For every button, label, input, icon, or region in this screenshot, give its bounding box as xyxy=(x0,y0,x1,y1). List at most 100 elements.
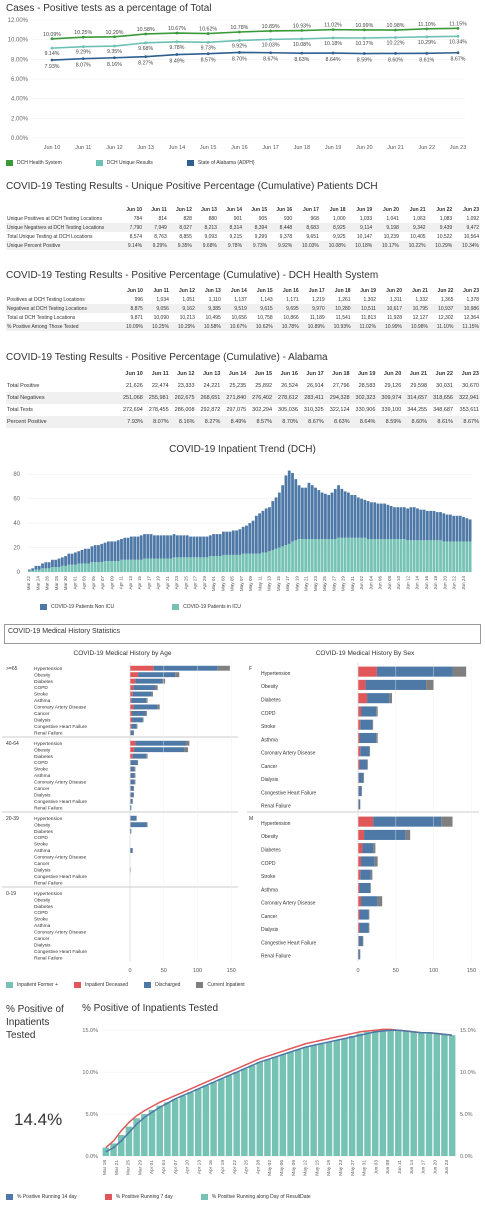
cases-x-tick: Jun 17 xyxy=(262,145,279,151)
table-header-cell: Jun 17 xyxy=(306,371,324,377)
sex-history-chart: F Hypertension Obesity Diabetes COPD Stroke As… xyxy=(247,662,479,974)
positivity-x-tick: Jun 08 xyxy=(385,1160,391,1175)
inpatient-bar-non-icu xyxy=(327,495,331,539)
med-category-label: Obesity xyxy=(34,897,51,903)
cases-x-tick: Jun 11 xyxy=(75,145,91,151)
positivity-bar xyxy=(179,1095,187,1156)
med-bar-segment xyxy=(130,822,147,828)
cases-title: Cases - Positive tests as a percentage o… xyxy=(6,3,212,14)
med-bar-segment xyxy=(359,922,369,933)
table-cell: 10.22% xyxy=(399,241,427,250)
inpatient-bar-non-icu xyxy=(429,510,433,541)
inpatient-x-tick: Apr 03 xyxy=(82,576,87,590)
med-category-label: Coronary Artery Disease xyxy=(261,901,316,907)
table-header-cell: Jun 19 xyxy=(356,206,373,213)
inpatient-bar-non-icu xyxy=(350,495,354,538)
inpatient-x-tick: Mar 28 xyxy=(54,576,59,591)
cases-data-label: 10.62% xyxy=(199,27,217,33)
inpatient-bar-icu xyxy=(435,540,439,572)
med-x-tick: 0 xyxy=(356,968,359,974)
table-cell: 1,332 xyxy=(415,296,428,303)
inpatient-title: COVID-19 Inpatient Trend (DCH) xyxy=(169,444,316,455)
med-bar-segment xyxy=(358,816,374,827)
med-bar-segment xyxy=(367,693,390,704)
med-category-label: Congestive Heart Failure xyxy=(261,790,317,796)
med-category-label: COPD xyxy=(261,711,276,717)
inpatient-bar-non-icu xyxy=(347,492,350,538)
table-cell: 905 xyxy=(258,215,268,222)
inpatient-x-tick: May 05 xyxy=(230,576,235,592)
inpatient-bar-non-icu xyxy=(80,550,84,564)
med-bar-segment xyxy=(361,706,377,717)
inpatient-bar-icu xyxy=(281,546,285,572)
inpatient-bar-icu xyxy=(304,539,308,572)
med-x-tick: 50 xyxy=(161,968,167,974)
inpatient-bar-icu xyxy=(468,541,472,572)
table-cell: 9,695 xyxy=(273,304,300,313)
cases-data-label: 11.02% xyxy=(324,23,342,29)
inpatient-bar-non-icu xyxy=(416,508,419,541)
med-bar-segment xyxy=(133,785,135,791)
table-header-cell: Jun 20 xyxy=(383,371,402,377)
med-bar-segment xyxy=(376,666,453,677)
table-cell: 7.93% xyxy=(118,416,144,428)
inpatient-y-tick: 20 xyxy=(13,546,20,552)
cases-data-label: 7.93% xyxy=(44,64,59,70)
inpatient-x-tick: Apr 09 xyxy=(109,576,114,590)
med-bar-segment xyxy=(146,822,148,828)
table-cell: 8,027 xyxy=(167,223,193,232)
inpatient-bar-icu xyxy=(412,540,416,572)
med-category-label: Asthma xyxy=(34,848,51,854)
cases-data-label: 10.99% xyxy=(355,23,373,29)
inpatient-bar-non-icu xyxy=(129,536,133,560)
positivity-y-tick-right: 10.0% xyxy=(460,1070,476,1076)
inpatient-bar-non-icu xyxy=(393,507,396,539)
table-cell: 11.02% xyxy=(351,322,378,331)
medical-legend-label: Discharged xyxy=(155,982,181,988)
table-cell: 9.78% xyxy=(217,241,244,250)
positivity-bar xyxy=(287,1052,294,1156)
table-cell: 348,687 xyxy=(433,407,453,413)
inpatient-bar-icu xyxy=(458,541,462,572)
med-group-label: >=65 xyxy=(6,666,18,672)
inpatient-x-tick: May 17 xyxy=(285,576,290,592)
table-row-label: Total at DCH Testing Locations xyxy=(7,314,76,321)
positivity-y-tick: 0.0% xyxy=(85,1154,98,1160)
table-cell: 11,813 xyxy=(361,314,377,321)
med-category-label: Renal Failure xyxy=(34,730,63,736)
inpatient-bar-icu xyxy=(199,557,202,572)
inpatient-bar-icu xyxy=(176,557,179,572)
inpatient-bar-non-icu xyxy=(291,473,294,542)
inpatient-bar-non-icu xyxy=(103,542,107,561)
positivity-legend-item: % Positive Running along Day of ResultDa… xyxy=(200,1194,311,1200)
inpatient-bar-non-icu xyxy=(205,536,209,558)
cases-data-label: 10.29% xyxy=(418,40,436,46)
cases-point xyxy=(269,37,273,41)
positivity-y-tick: 10.0% xyxy=(82,1070,98,1076)
table-cell: 278,455 xyxy=(148,407,169,413)
inpatient-bar-icu xyxy=(97,562,100,572)
positivity-x-tick: Jun 17 xyxy=(421,1160,427,1175)
positivity-y-tick-right: 5.0% xyxy=(460,1112,473,1118)
cases-x-tick: Jun 21 xyxy=(387,145,404,151)
table-cell: 283,411 xyxy=(298,392,325,404)
inpatient-bar-icu xyxy=(399,539,403,572)
cases-data-label: 10.67% xyxy=(168,26,186,32)
table-cell: 1,143 xyxy=(260,296,273,303)
med-category-label: COPD xyxy=(34,760,48,766)
inpatient-bar-non-icu xyxy=(320,492,324,539)
inpatient-bar-icu xyxy=(83,563,87,572)
table-cell: 10,656 xyxy=(231,314,247,321)
inpatient-bar-icu xyxy=(205,557,209,572)
inpatient-bar-non-icu xyxy=(113,541,117,561)
table-header-cell: Jun 11 xyxy=(151,371,169,377)
table-cell: 9,651 xyxy=(306,233,319,240)
med-bar-segment xyxy=(146,753,148,759)
inpatient-x-tick: Jun 14 xyxy=(415,576,420,590)
med-bar-segment xyxy=(135,740,187,746)
inpatient-bar-icu xyxy=(110,561,114,572)
inpatient-bar-icu xyxy=(172,557,176,572)
inpatient-bar-non-icu xyxy=(386,504,390,539)
positivity-x-tick: Apr 16 xyxy=(208,1160,214,1174)
positivity-bar xyxy=(156,1105,163,1156)
